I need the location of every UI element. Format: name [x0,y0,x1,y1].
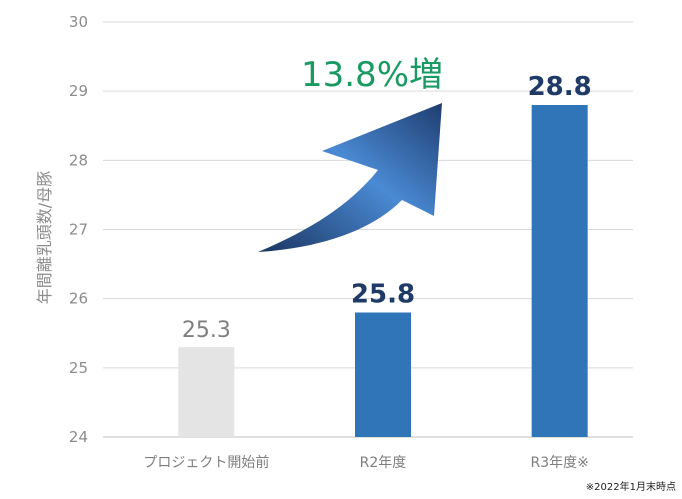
bar [355,312,411,437]
data-label: 25.3 [182,318,231,343]
category-label: R2年度 [360,455,407,471]
y-tick-label: 29 [69,82,88,100]
bar [178,347,235,437]
data-labels: 25.3 25.8 28.8 [182,72,592,343]
y-tick-label: 24 [69,428,88,446]
category-label: R3年度※ [530,455,588,471]
footnote: ※2022年1月末時点 [586,480,676,493]
bars [178,105,588,437]
y-axis-ticks: 24 25 26 27 28 29 30 [69,13,88,446]
y-tick-label: 26 [69,290,88,308]
category-label: プロジェクト開始前 [143,454,269,471]
y-axis-label: 年間離乳頭数/母豚 [35,171,54,304]
y-tick-label: 30 [69,13,88,31]
growth-arrow-icon [258,103,442,252]
y-tick-label: 28 [69,151,88,169]
bar [531,105,588,437]
growth-annotation: 13.8%増 [301,55,443,95]
data-label: 28.8 [528,72,592,102]
data-label: 25.8 [351,280,415,310]
y-tick-label: 25 [69,359,88,377]
x-axis-categories: プロジェクト開始前 R2年度 R3年度※ [143,454,589,471]
y-tick-label: 27 [69,221,88,239]
